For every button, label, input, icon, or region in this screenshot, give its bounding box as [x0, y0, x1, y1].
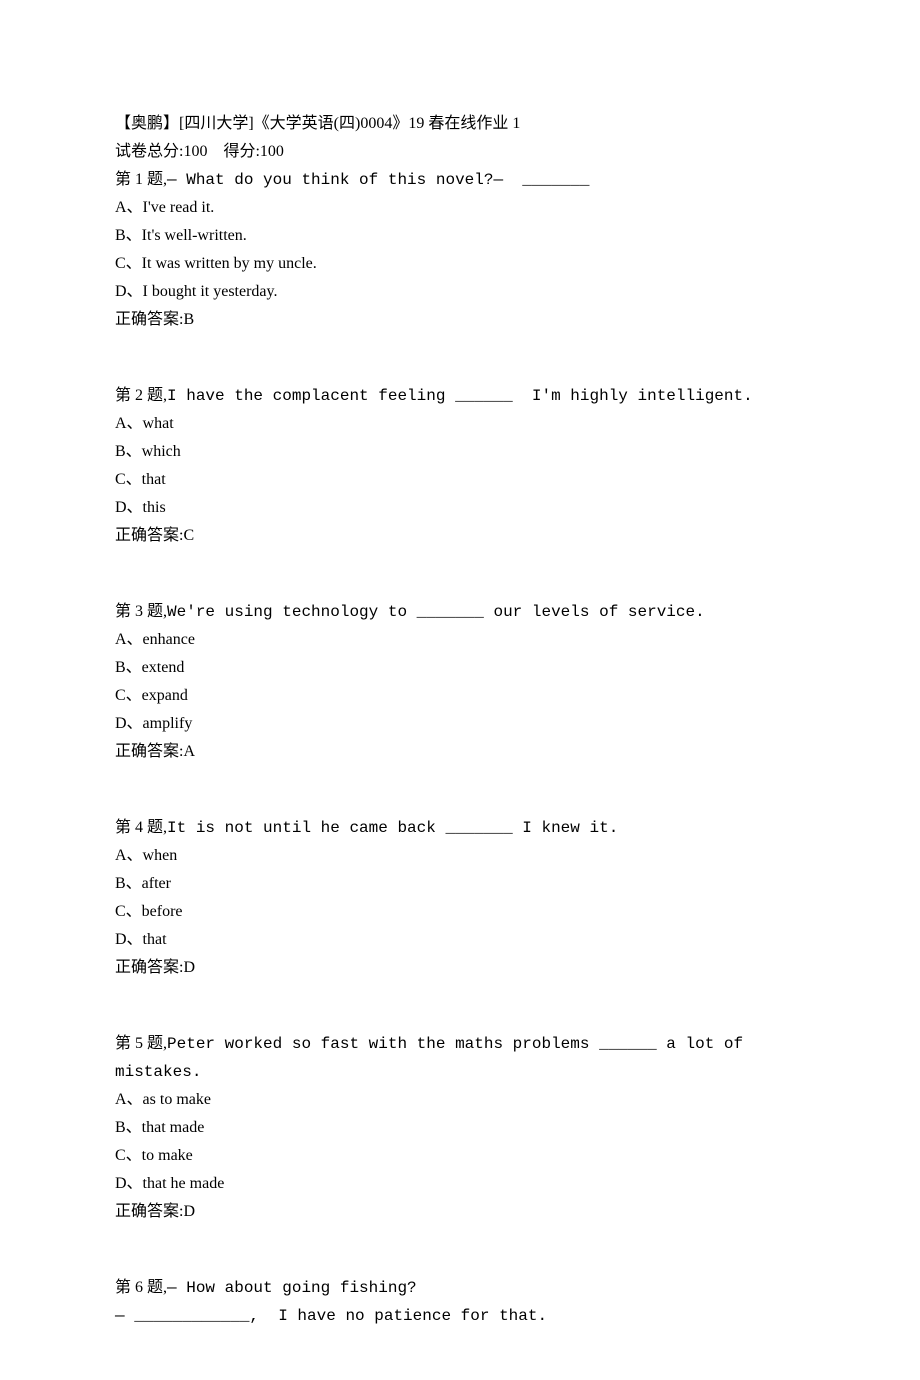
question-number: 第 3 题, — [115, 603, 167, 620]
question-number: 第 5 题, — [115, 1035, 167, 1052]
score-line: 试卷总分:100 得分:100 — [115, 138, 805, 166]
option-d: D、that he made — [115, 1170, 805, 1198]
question-block: 第 6 题,— How about going fishing? — _____… — [115, 1274, 805, 1330]
question-text: — How about going fishing? — [167, 1279, 417, 1297]
question-text: — What do you think of this novel?— ____… — [167, 171, 589, 189]
question-block: 第 1 题,— What do you think of this novel?… — [115, 166, 805, 334]
answer-label: 正确答案: — [115, 743, 183, 760]
option-a: A、I've read it. — [115, 194, 805, 222]
answer-line: 正确答案:A — [115, 738, 805, 766]
answer-line: 正确答案:B — [115, 306, 805, 334]
question-text: Peter worked so fast with the maths prob… — [115, 1035, 743, 1081]
answer-value: D — [183, 1203, 195, 1220]
question-block: 第 3 题,We're using technology to _______ … — [115, 598, 805, 766]
answer-line: 正确答案:D — [115, 1198, 805, 1226]
option-d: D、I bought it yesterday. — [115, 278, 805, 306]
option-a: A、when — [115, 842, 805, 870]
question-stem: 第 4 题,It is not until he came back _____… — [115, 814, 805, 842]
question-text: We're using technology to _______ our le… — [167, 603, 705, 621]
option-b: B、It's well-written. — [115, 222, 805, 250]
answer-label: 正确答案: — [115, 311, 183, 328]
answer-line: 正确答案:D — [115, 954, 805, 982]
option-b: B、extend — [115, 654, 805, 682]
answer-value: D — [183, 959, 195, 976]
question-stem: 第 2 题,I have the complacent feeling ____… — [115, 382, 805, 410]
option-d: D、this — [115, 494, 805, 522]
page-title: 【奥鹏】[四川大学]《大学英语(四)0004》19 春在线作业 1 — [115, 110, 805, 138]
question-number: 第 2 题, — [115, 387, 167, 404]
option-a: A、enhance — [115, 626, 805, 654]
score-separator — [207, 143, 223, 160]
question-text: It is not until he came back _______ I k… — [167, 819, 618, 837]
question-stem: 第 6 题,— How about going fishing? — [115, 1274, 805, 1302]
option-c: C、to make — [115, 1142, 805, 1170]
question-text: I have the complacent feeling ______ I'm… — [167, 387, 753, 405]
answer-line: 正确答案:C — [115, 522, 805, 550]
question-block: 第 5 题,Peter worked so fast with the math… — [115, 1030, 805, 1226]
answer-value: B — [183, 311, 194, 328]
option-b: B、which — [115, 438, 805, 466]
document-page: 【奥鹏】[四川大学]《大学英语(四)0004》19 春在线作业 1 试卷总分:1… — [0, 0, 920, 1380]
question-stem: 第 3 题,We're using technology to _______ … — [115, 598, 805, 626]
option-d: D、amplify — [115, 710, 805, 738]
option-c: C、It was written by my uncle. — [115, 250, 805, 278]
option-b: B、that made — [115, 1114, 805, 1142]
option-a: A、what — [115, 410, 805, 438]
option-d: D、that — [115, 926, 805, 954]
answer-label: 正确答案: — [115, 959, 183, 976]
option-b: B、after — [115, 870, 805, 898]
question-number: 第 4 题, — [115, 819, 167, 836]
question-stem: 第 5 题,Peter worked so fast with the math… — [115, 1030, 805, 1086]
option-c: C、before — [115, 898, 805, 926]
option-c: C、expand — [115, 682, 805, 710]
obtained-score-value: 100 — [260, 143, 284, 160]
total-score-value: 100 — [183, 143, 207, 160]
option-a: A、as to make — [115, 1086, 805, 1114]
answer-label: 正确答案: — [115, 527, 183, 544]
question-block: 第 4 题,It is not until he came back _____… — [115, 814, 805, 982]
answer-value: C — [183, 527, 194, 544]
question-block: 第 2 题,I have the complacent feeling ____… — [115, 382, 805, 550]
question-stem: 第 1 题,— What do you think of this novel?… — [115, 166, 805, 194]
answer-value: A — [183, 743, 195, 760]
question-stem-line2: — ____________, I have no patience for t… — [115, 1302, 805, 1330]
question-number: 第 6 题, — [115, 1279, 167, 1296]
total-score-label: 试卷总分: — [115, 143, 183, 160]
obtained-score-label: 得分: — [223, 143, 259, 160]
answer-label: 正确答案: — [115, 1203, 183, 1220]
option-c: C、that — [115, 466, 805, 494]
question-number: 第 1 题, — [115, 171, 167, 188]
